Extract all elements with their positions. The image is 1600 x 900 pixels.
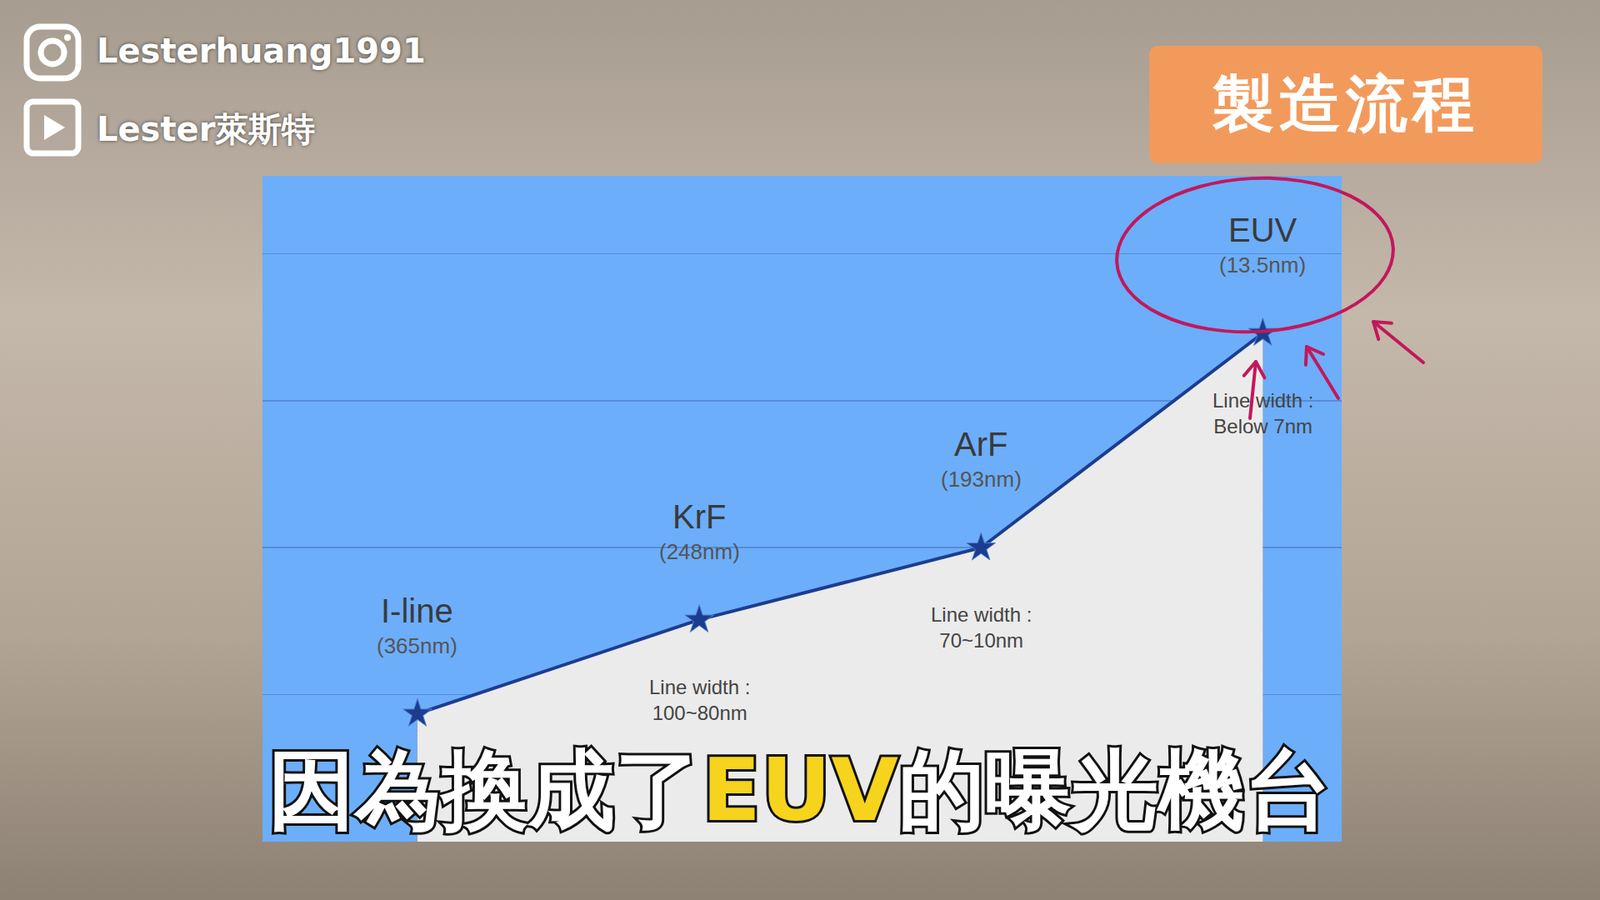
svg-text:(13.5nm): (13.5nm)	[1219, 252, 1306, 278]
svg-text:Line width :100~80nm: Line width :100~80nm	[649, 675, 750, 725]
svg-text:Line width :70~10nm: Line width :70~10nm	[930, 603, 1032, 652]
html-text:製造流程: 製造流程	[1212, 67, 1480, 139]
svg-text:(193nm): (193nm)	[940, 466, 1022, 492]
html-text:Lester萊斯特: Lester萊斯特	[96, 110, 316, 149]
svg-text:(248nm): (248nm)	[659, 539, 740, 565]
svg-text:KrF: KrF	[672, 498, 726, 535]
svg-text:(365nm): (365nm)	[376, 633, 458, 659]
html-text:因為換成了EUV的曝光機台: 因為換成了EUV的曝光機台	[268, 739, 1332, 841]
html-text:Lesterhuang1991: Lesterhuang1991	[96, 31, 426, 70]
svg-text:ArF: ArF	[954, 425, 1008, 463]
svg-text:I-line: I-line	[380, 592, 454, 630]
svg-text:EUV: EUV	[1228, 211, 1298, 249]
svg-text:Line width :Below 7nm: Line width :Below 7nm	[1212, 389, 1314, 438]
